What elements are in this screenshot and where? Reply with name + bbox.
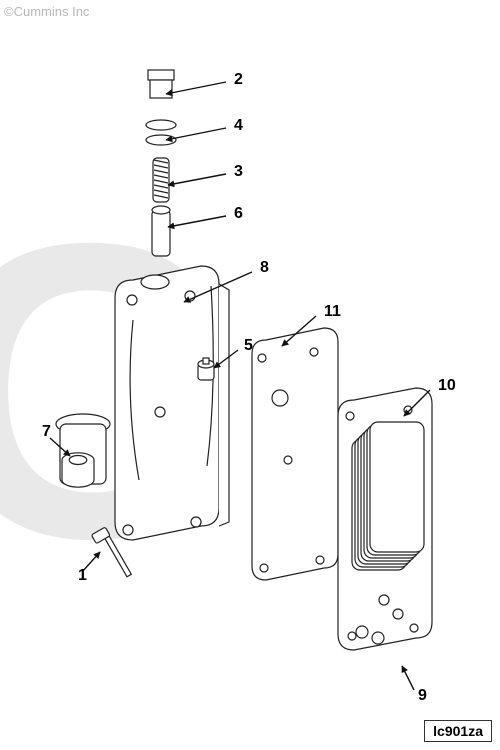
pipe-plug — [198, 358, 214, 380]
cooler-housing — [56, 266, 229, 540]
parts-diagram: 1 2 3 4 5 6 7 8 9 10 11 — [0, 0, 500, 750]
parts-layer — [56, 70, 432, 650]
callout-label: 10 — [438, 377, 456, 394]
callout-label: 5 — [244, 337, 253, 354]
filter-seal — [62, 453, 94, 487]
callout-label: 11 — [324, 303, 341, 320]
callout-label: 3 — [234, 163, 243, 180]
callout-label: 9 — [418, 687, 427, 704]
callout-label: 7 — [42, 423, 51, 440]
gasket — [252, 328, 338, 580]
cooler-core — [338, 388, 432, 650]
callout-label: 4 — [234, 117, 243, 134]
callout-label: 1 — [78, 567, 87, 584]
callout-label: 8 — [260, 259, 269, 276]
callout-label: 6 — [234, 205, 243, 222]
plug-assembly — [146, 70, 176, 256]
callout-label: 2 — [234, 71, 243, 88]
